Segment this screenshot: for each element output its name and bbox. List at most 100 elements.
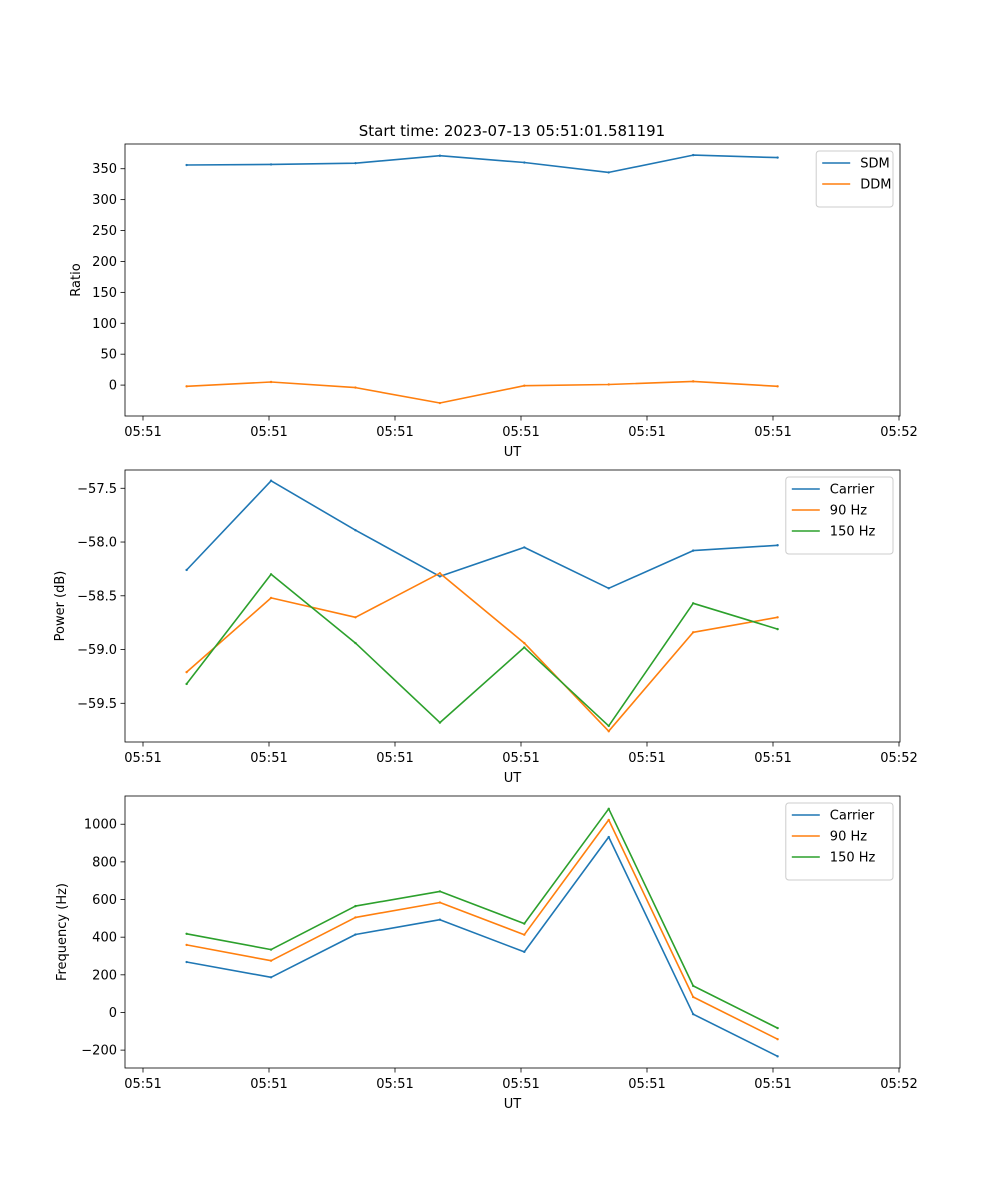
y-tick-label: 200 bbox=[92, 968, 117, 983]
x-tick-label: 05:52 bbox=[880, 751, 917, 766]
series-line-90-hz bbox=[186, 572, 778, 733]
data-point-90-hz bbox=[607, 730, 610, 733]
y-tick-label: 0 bbox=[109, 379, 117, 394]
series-line-carrier bbox=[186, 836, 778, 1058]
data-point-150-hz bbox=[438, 721, 442, 724]
data-point-carrier bbox=[523, 546, 526, 549]
data-point-90-hz bbox=[269, 596, 273, 600]
x-tick-label: 05:51 bbox=[628, 425, 665, 440]
legend-label: DDM bbox=[860, 178, 891, 193]
y-tick-label: 150 bbox=[92, 286, 117, 301]
data-point-90-hz bbox=[354, 916, 357, 919]
y-axis-label: Power (dB) bbox=[53, 571, 68, 642]
plot-frame bbox=[124, 143, 901, 417]
data-point-150-hz bbox=[438, 890, 442, 893]
chart-panel-3: 05:51 05:51 05:51 05:51 05:51 05:51 05:52 −200 0… bbox=[55, 795, 918, 1112]
x-tick-label: 05:51 bbox=[754, 425, 791, 440]
data-point-ddm bbox=[438, 401, 442, 405]
data-point-carrier bbox=[691, 1012, 695, 1016]
data-point-150-hz bbox=[776, 627, 779, 631]
data-point-150-hz bbox=[185, 682, 188, 686]
data-point-90-hz bbox=[523, 641, 526, 645]
legend-label: 150 Hz bbox=[830, 851, 876, 866]
data-point-carrier bbox=[438, 575, 442, 578]
x-tick-label: 05:51 bbox=[124, 425, 161, 440]
data-point-90-hz bbox=[269, 959, 273, 962]
data-point-carrier bbox=[776, 1055, 779, 1058]
x-tick-label: 05:52 bbox=[880, 1077, 917, 1092]
x-tick-label: 05:51 bbox=[502, 751, 539, 766]
y-tick-label: −57.5 bbox=[77, 482, 117, 497]
series-line-ddm bbox=[186, 380, 778, 404]
x-tick-label: 05:51 bbox=[376, 425, 413, 440]
data-point-90-hz bbox=[523, 933, 526, 936]
data-point-150-hz bbox=[185, 932, 188, 935]
data-point-90-hz bbox=[776, 616, 779, 619]
y-tick-label: 0 bbox=[109, 1006, 117, 1021]
legend-label: Carrier bbox=[830, 809, 875, 824]
x-tick-label: 05:51 bbox=[124, 1077, 161, 1092]
data-point-carrier bbox=[269, 479, 273, 482]
data-point-ddm bbox=[776, 385, 779, 388]
data-point-ddm bbox=[269, 380, 273, 384]
legend-label: Carrier bbox=[830, 483, 875, 498]
data-point-150-hz bbox=[776, 1026, 779, 1030]
x-tick-label: 05:51 bbox=[250, 425, 287, 440]
data-point-90-hz bbox=[607, 818, 610, 822]
y-tick-label: 300 bbox=[92, 193, 117, 208]
y-tick-label: −58.5 bbox=[77, 589, 117, 604]
y-tick-label: 350 bbox=[92, 162, 117, 177]
x-tick-label: 05:51 bbox=[250, 1077, 287, 1092]
data-point-carrier bbox=[269, 976, 273, 979]
data-point-ddm bbox=[185, 385, 188, 388]
data-point-150-hz bbox=[607, 724, 610, 728]
data-point-150-hz bbox=[691, 984, 695, 988]
x-tick-label: 05:51 bbox=[628, 751, 665, 766]
data-point-carrier bbox=[185, 960, 188, 964]
x-tick-label: 05:51 bbox=[376, 751, 413, 766]
data-point-150-hz bbox=[607, 807, 610, 810]
plot-frame bbox=[124, 795, 901, 1069]
series-line-150-hz bbox=[185, 573, 778, 727]
legend: Carrier 90 Hz 150 Hz bbox=[785, 476, 894, 555]
legend-box bbox=[785, 802, 894, 881]
y-tick-label: 250 bbox=[92, 224, 117, 239]
data-point-carrier bbox=[354, 529, 357, 532]
x-tick-label: 05:52 bbox=[880, 425, 917, 440]
x-tick-label: 05:51 bbox=[502, 1077, 539, 1092]
plot-frame bbox=[124, 469, 901, 743]
data-point-ddm bbox=[691, 380, 695, 383]
x-tick-label: 05:51 bbox=[124, 751, 161, 766]
chart-panel-2: 05:51 05:51 05:51 05:51 05:51 05:51 05:52 −57.5… bbox=[53, 469, 918, 786]
x-tick-label: 05:51 bbox=[754, 751, 791, 766]
legend-label: SDM bbox=[860, 157, 889, 172]
data-point-sdm bbox=[185, 163, 188, 167]
data-point-90-hz bbox=[185, 670, 188, 674]
legend: Carrier 90 Hz 150 Hz bbox=[785, 802, 894, 881]
data-point-sdm bbox=[438, 154, 442, 157]
data-point-carrier bbox=[185, 568, 188, 572]
x-axis-label: UT bbox=[504, 771, 522, 786]
legend-label: 150 Hz bbox=[830, 525, 876, 540]
series-line-carrier bbox=[186, 479, 778, 590]
data-point-90-hz bbox=[691, 995, 695, 999]
y-tick-label: −59.5 bbox=[77, 697, 117, 712]
data-point-90-hz bbox=[438, 572, 442, 575]
y-tick-label: 400 bbox=[92, 931, 117, 946]
data-point-150-hz bbox=[269, 948, 273, 951]
y-axis-label: Frequency (Hz) bbox=[55, 883, 70, 981]
x-tick-label: 05:51 bbox=[502, 425, 539, 440]
data-point-150-hz bbox=[523, 922, 526, 925]
legend: SDM DDM bbox=[815, 150, 894, 208]
legend-label: 90 Hz bbox=[830, 830, 867, 845]
data-point-150-hz bbox=[354, 641, 357, 645]
x-axis-label: UT bbox=[504, 445, 522, 460]
figure-title: Start time: 2023-07-13 05:51:01.581191 bbox=[359, 122, 665, 140]
legend-box bbox=[785, 476, 894, 555]
legend-label: 90 Hz bbox=[830, 504, 867, 519]
data-point-90-hz bbox=[438, 901, 442, 904]
data-point-sdm bbox=[523, 161, 526, 164]
legend-box bbox=[815, 150, 894, 208]
data-point-sdm bbox=[776, 156, 779, 159]
y-tick-label: 200 bbox=[92, 255, 117, 270]
